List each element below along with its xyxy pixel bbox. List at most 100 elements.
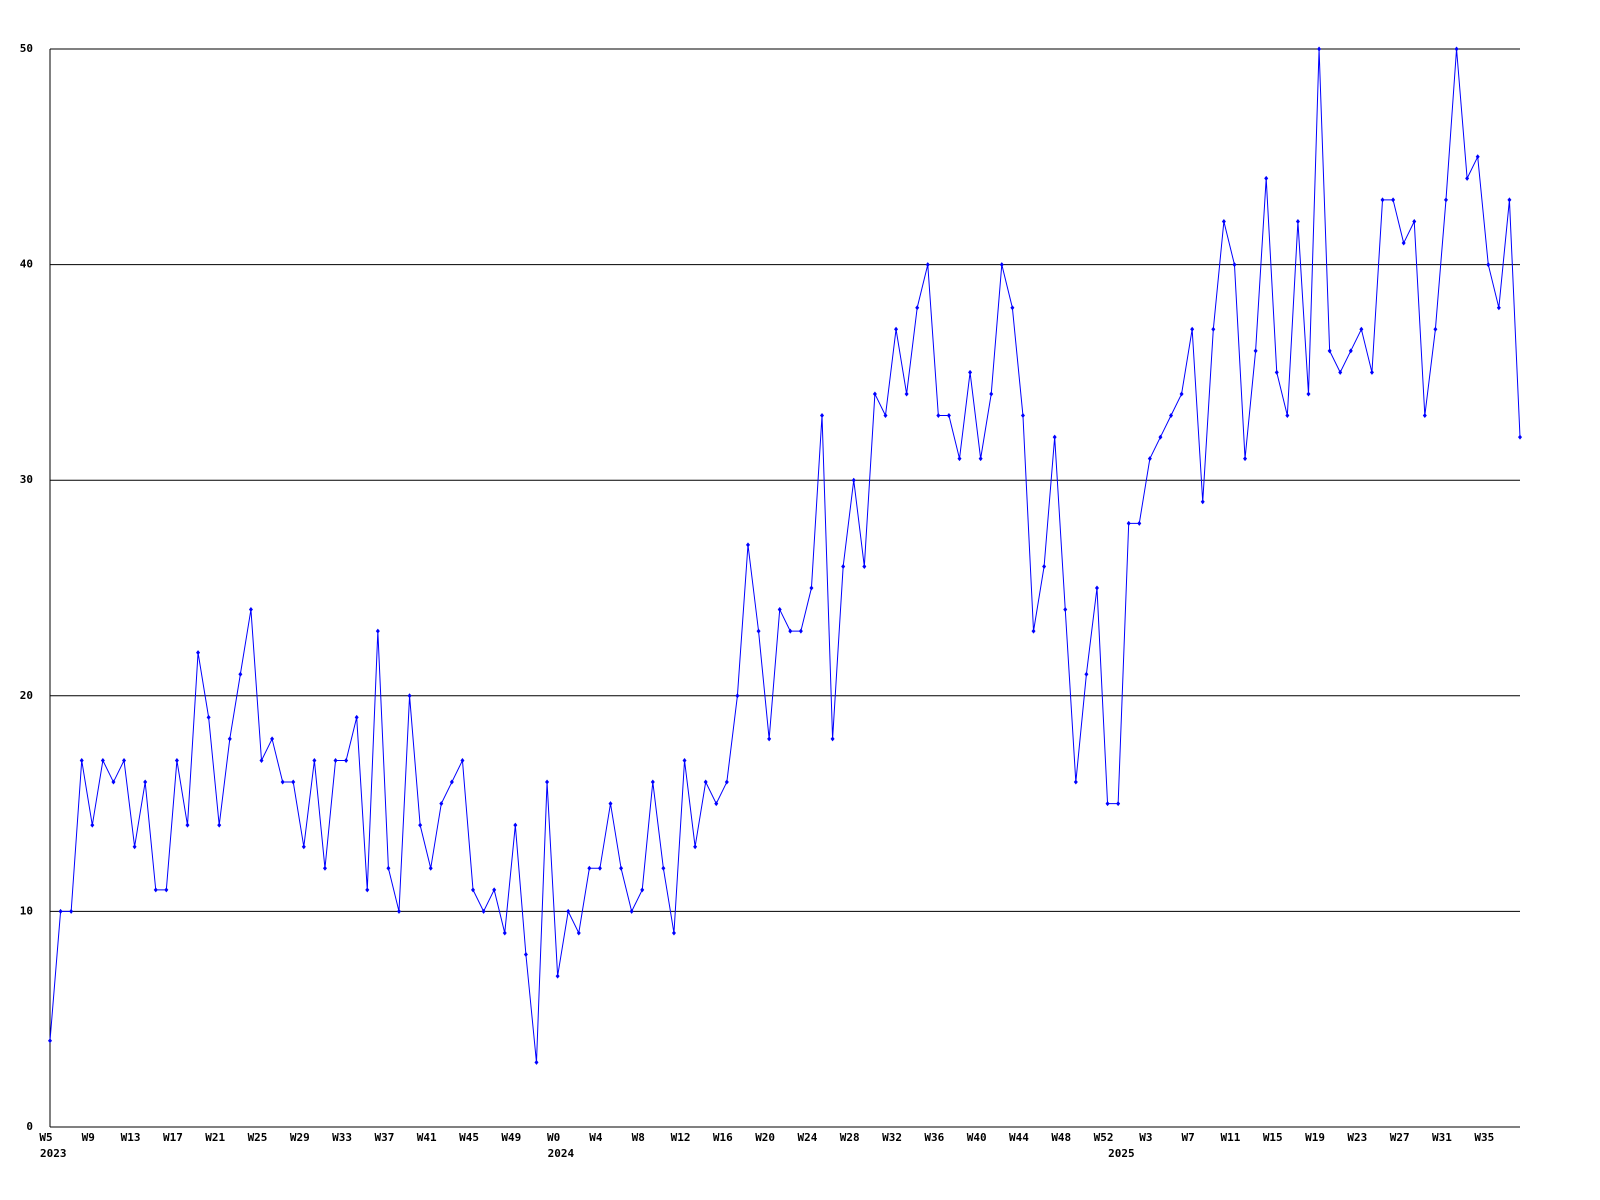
- data-point: [968, 369, 973, 375]
- data-point: [1221, 218, 1226, 224]
- data-point: [1158, 434, 1163, 440]
- data-point: [1338, 369, 1343, 375]
- data-point: [608, 801, 613, 807]
- x-tick-label: W29: [290, 1131, 310, 1144]
- data-point: [418, 822, 423, 828]
- x-tick-label: W31: [1432, 1131, 1452, 1144]
- data-point: [957, 456, 962, 462]
- data-point: [650, 779, 655, 785]
- data-point: [1412, 218, 1417, 224]
- data-point: [1496, 305, 1501, 311]
- data-point: [894, 326, 899, 332]
- data-point: [1475, 154, 1480, 160]
- data-point: [1179, 391, 1184, 397]
- data-point: [682, 757, 687, 763]
- x-tick-label: W9: [82, 1131, 95, 1144]
- data-point: [1084, 671, 1089, 677]
- data-point: [735, 693, 740, 699]
- data-point: [1190, 326, 1195, 332]
- y-tick-label: 40: [20, 258, 33, 271]
- data-point: [534, 1059, 539, 1065]
- data-point: [238, 671, 243, 677]
- data-point: [1264, 175, 1269, 181]
- data-point: [248, 607, 253, 613]
- x-tick-label: W15: [1263, 1131, 1283, 1144]
- data-point: [280, 779, 285, 785]
- data-point: [386, 865, 391, 871]
- data-point: [851, 477, 856, 483]
- data-point: [809, 585, 814, 591]
- data-point: [1369, 369, 1374, 375]
- data-point: [1020, 413, 1025, 419]
- x-tick-label: W0: [547, 1131, 560, 1144]
- data-point: [1274, 369, 1279, 375]
- data-point: [301, 844, 306, 850]
- data-point: [312, 757, 317, 763]
- data-point: [523, 952, 528, 958]
- data-point: [185, 822, 190, 828]
- data-point: [1422, 413, 1427, 419]
- data-point: [1306, 391, 1311, 397]
- data-point: [132, 844, 137, 850]
- data-point: [925, 262, 930, 268]
- data-point: [820, 413, 825, 419]
- data-point: [1285, 413, 1290, 419]
- data-point: [259, 757, 264, 763]
- x-tick-label: W48: [1051, 1131, 1071, 1144]
- x-tick-label: W44: [1009, 1131, 1029, 1144]
- data-point: [227, 736, 232, 742]
- data-point: [1116, 801, 1121, 807]
- data-point: [291, 779, 296, 785]
- data-point: [460, 757, 465, 763]
- data-point: [1137, 520, 1142, 526]
- data-point: [1169, 413, 1174, 419]
- x-tick-label: W20: [755, 1131, 775, 1144]
- data-point: [1486, 262, 1491, 268]
- x-tick-label: W13: [121, 1131, 141, 1144]
- data-point: [1010, 305, 1015, 311]
- x-tick-label: W33: [332, 1131, 352, 1144]
- data-point: [777, 607, 782, 613]
- y-tick-label: 20: [20, 689, 33, 702]
- data-point: [1401, 240, 1406, 246]
- data-point: [724, 779, 729, 785]
- x-tick-label: W36: [924, 1131, 944, 1144]
- data-point: [196, 650, 201, 656]
- data-point: [1391, 197, 1396, 203]
- data-point: [1327, 348, 1332, 354]
- data-point: [122, 757, 127, 763]
- data-point: [153, 887, 158, 893]
- data-point: [48, 1038, 52, 1044]
- data-point: [978, 456, 983, 462]
- data-point: [69, 908, 74, 914]
- x-tick-label: W35: [1474, 1131, 1494, 1144]
- data-point: [143, 779, 148, 785]
- x-tick-label: W40: [967, 1131, 987, 1144]
- data-point: [1200, 499, 1205, 505]
- data-point: [111, 779, 116, 785]
- data-point: [1094, 585, 1099, 591]
- data-point: [502, 930, 507, 936]
- y-tick-label: 30: [20, 473, 33, 486]
- data-point: [1380, 197, 1385, 203]
- data-point: [1443, 197, 1448, 203]
- x-tick-label: W24: [798, 1131, 818, 1144]
- data-point: [830, 736, 835, 742]
- data-point: [788, 628, 793, 634]
- data-point: [1232, 262, 1237, 268]
- data-point: [439, 801, 444, 807]
- data-point: [904, 391, 909, 397]
- data-point: [999, 262, 1004, 268]
- x-tick-label: W16: [713, 1131, 733, 1144]
- data-point: [629, 908, 634, 914]
- data-point: [100, 757, 105, 763]
- data-point: [1042, 563, 1047, 569]
- data-point: [1105, 801, 1110, 807]
- data-point: [555, 973, 560, 979]
- data-point: [1073, 779, 1078, 785]
- data-point: [1243, 456, 1248, 462]
- data-point: [1063, 607, 1068, 613]
- data-point: [471, 887, 476, 893]
- x-tick-label: W4: [589, 1131, 603, 1144]
- x-tick-label: W28: [840, 1131, 860, 1144]
